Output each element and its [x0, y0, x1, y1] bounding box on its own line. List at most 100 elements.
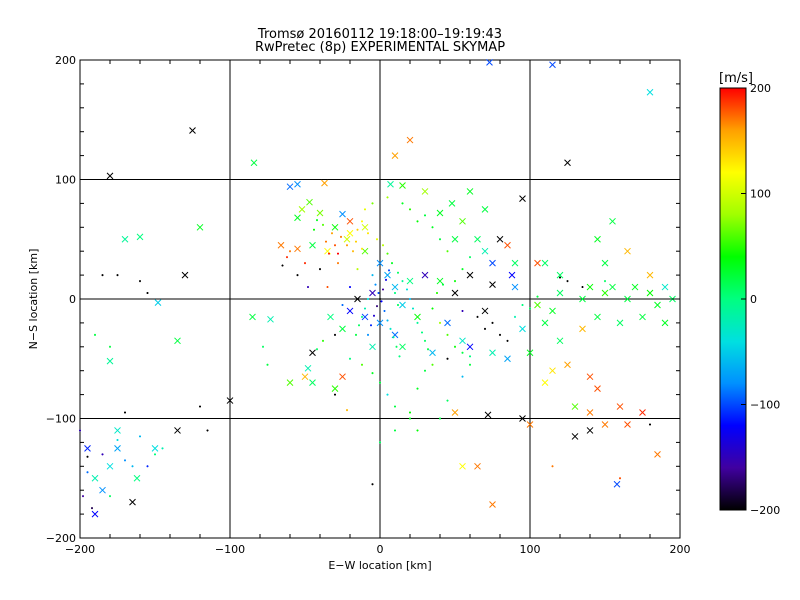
x-marker	[474, 235, 481, 243]
x-marker	[346, 229, 354, 237]
dot-marker	[431, 363, 434, 366]
x-marker	[309, 379, 316, 387]
colorbar-tick-label: −100	[750, 399, 780, 412]
dot-marker	[139, 280, 141, 283]
x-marker	[534, 301, 541, 309]
x-marker	[421, 188, 429, 195]
x-marker	[250, 159, 258, 167]
dot-marker	[379, 381, 381, 384]
dot-marker	[367, 333, 369, 336]
dot-marker	[356, 228, 359, 231]
dot-marker	[286, 256, 288, 259]
colorbar: [m/s] 200 100 0 −100 −200	[719, 71, 780, 517]
dot-marker	[439, 417, 441, 420]
dot-marker	[536, 295, 539, 298]
dot-marker	[382, 288, 384, 291]
x-marker	[556, 337, 564, 345]
dot-marker	[79, 429, 81, 432]
dot-marker	[325, 240, 327, 243]
dot-marker	[101, 274, 104, 277]
x-marker	[466, 343, 474, 351]
x-marker	[624, 295, 631, 303]
dot-marker	[461, 309, 464, 312]
dot-marker	[337, 262, 339, 265]
dot-marker	[146, 465, 149, 468]
x-marker	[541, 319, 549, 327]
x-marker	[91, 510, 99, 518]
dot-marker	[397, 303, 399, 306]
dot-marker	[514, 315, 516, 318]
dot-marker	[491, 321, 494, 324]
x-marker	[376, 259, 384, 267]
x-marker	[339, 210, 346, 218]
x-marker	[616, 319, 624, 327]
dot-marker	[346, 244, 348, 247]
dot-marker	[307, 286, 309, 289]
x-marker	[459, 462, 466, 470]
dot-marker	[416, 220, 419, 223]
x-marker	[133, 474, 141, 482]
dot-marker	[386, 393, 389, 396]
dot-marker	[424, 339, 426, 342]
x-marker	[106, 462, 114, 470]
dot-marker	[439, 238, 441, 241]
dot-marker	[266, 363, 269, 366]
dot-marker	[446, 357, 449, 360]
x-marker	[654, 301, 661, 309]
dot-marker	[484, 327, 486, 330]
x-marker	[181, 271, 189, 279]
dot-marker	[349, 286, 351, 289]
dot-marker	[371, 483, 374, 486]
dot-marker	[416, 429, 419, 432]
x-marker	[436, 209, 444, 217]
x-marker	[631, 283, 639, 291]
x-marker	[594, 235, 601, 243]
chart-title: Tromsø 20160112 19:18:00–19:19:43	[257, 27, 502, 42]
dot-marker	[461, 268, 464, 271]
x-marker	[154, 299, 162, 306]
dot-marker	[109, 345, 111, 348]
dot-marker	[442, 283, 444, 286]
dot-marker	[94, 333, 96, 336]
x-marker	[466, 188, 474, 195]
x-marker	[286, 379, 294, 387]
x-marker	[586, 283, 594, 291]
x-marker	[309, 241, 316, 249]
x-marker	[339, 373, 346, 381]
dot-marker	[506, 339, 509, 342]
axis-ticks	[79, 59, 681, 539]
x-marker	[613, 480, 621, 488]
x-marker	[226, 397, 234, 404]
x-marker	[661, 283, 669, 291]
dot-marker	[469, 363, 471, 366]
dot-marker	[82, 495, 84, 498]
dot-marker	[109, 495, 111, 498]
x-marker	[481, 247, 489, 255]
x-marker	[564, 159, 571, 167]
dot-marker	[322, 339, 324, 342]
dot-marker	[409, 411, 411, 414]
x-marker	[654, 450, 661, 458]
dot-marker	[394, 292, 396, 295]
x-marker	[387, 180, 394, 188]
x-marker	[316, 209, 324, 217]
dot-marker	[296, 274, 299, 277]
dot-marker	[431, 226, 434, 229]
dot-marker	[446, 250, 449, 253]
dot-marker	[461, 351, 464, 354]
x-marker	[91, 474, 99, 482]
dot-marker	[386, 196, 389, 199]
x-marker	[267, 315, 274, 323]
x-marker	[511, 259, 519, 267]
x-marker	[486, 59, 493, 66]
dot-marker	[649, 423, 651, 426]
dot-marker	[376, 238, 378, 241]
dot-marker	[340, 235, 342, 238]
dot-marker	[86, 471, 89, 474]
dot-marker	[313, 228, 315, 231]
dot-marker	[154, 453, 156, 456]
dot-marker	[454, 280, 456, 283]
x-marker	[639, 313, 646, 321]
dot-marker	[406, 288, 408, 291]
